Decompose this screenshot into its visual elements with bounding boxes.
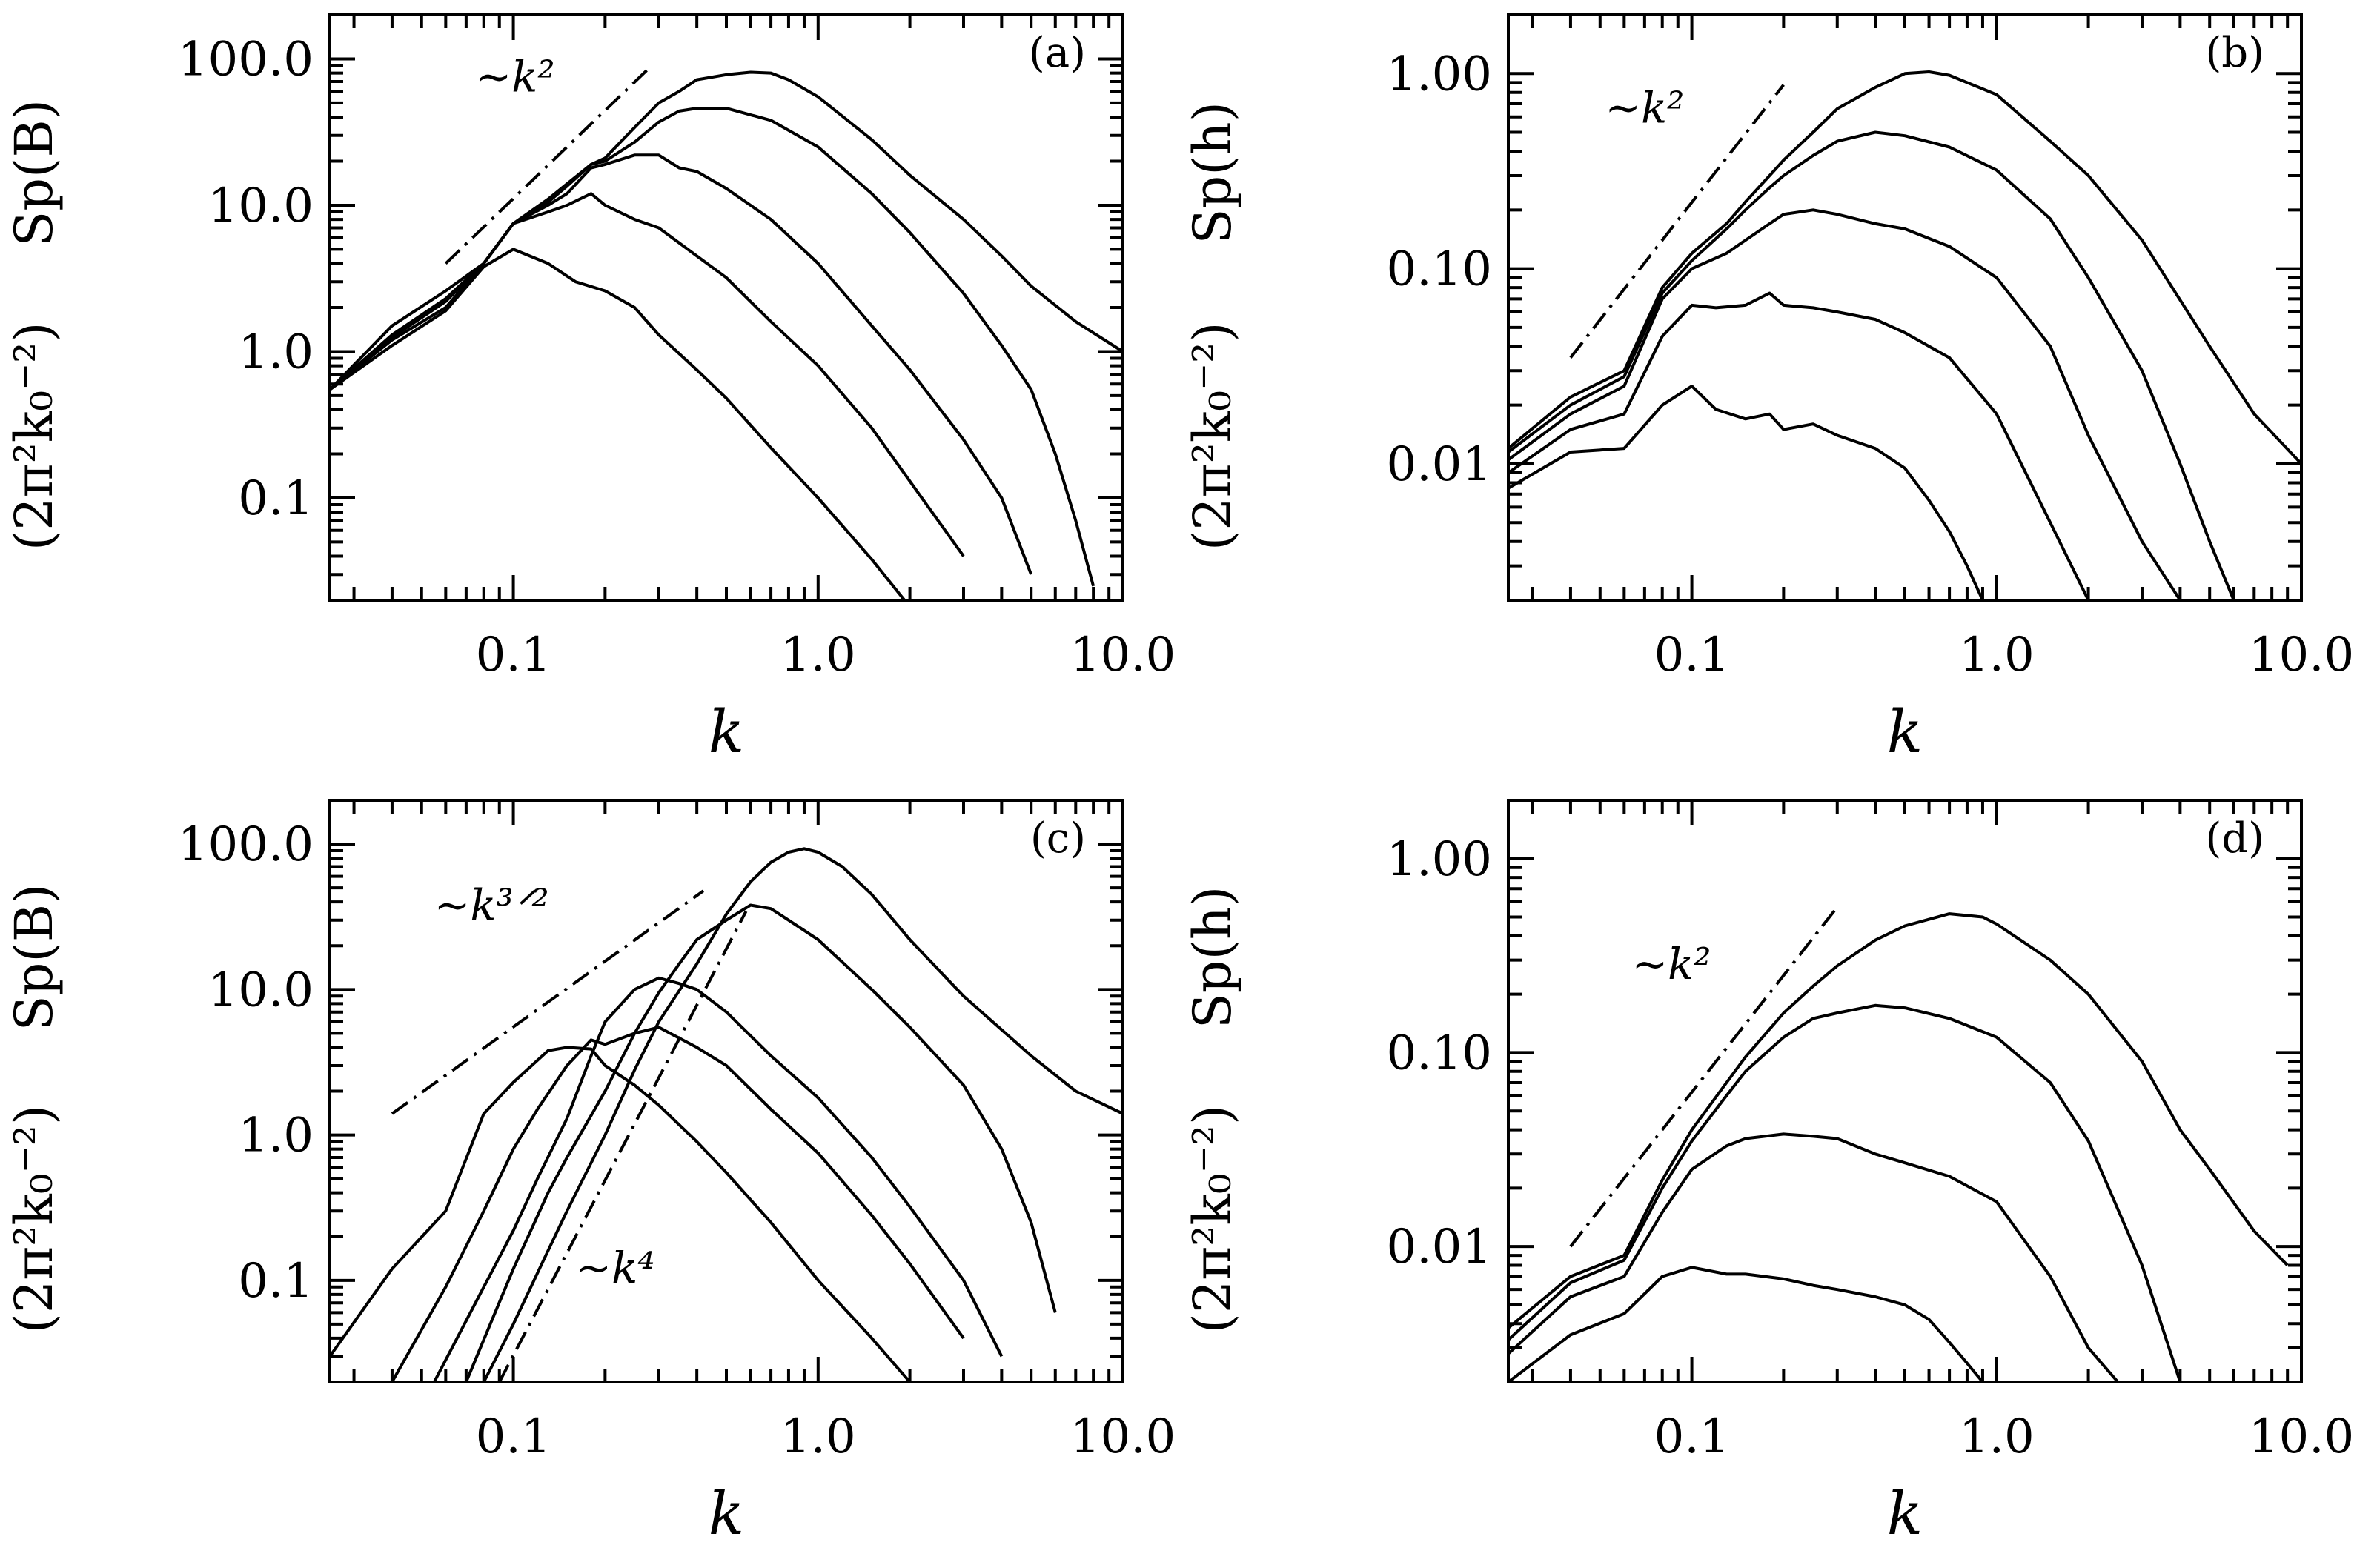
y-tick-label: 1.00 xyxy=(1387,47,1493,102)
x-tick-label: 0.1 xyxy=(476,628,551,682)
reference-line xyxy=(497,910,748,1383)
y-tick-label: 100.0 xyxy=(178,817,314,872)
series-group xyxy=(1508,912,2289,1382)
series-line-t2 xyxy=(1508,291,2090,600)
y-tick-label: 0.1 xyxy=(238,1254,314,1309)
x-tick-label: 10.0 xyxy=(1070,1409,1176,1464)
series-line-t3 xyxy=(1508,208,2182,600)
panel-tag: (b) xyxy=(2205,29,2264,77)
x-tick-label: 1.0 xyxy=(780,1409,856,1464)
y-axis-title-factor: (2π²k₀⁻²) xyxy=(4,1105,64,1334)
x-tick-label: 0.1 xyxy=(476,1409,551,1464)
series-line-t3 xyxy=(433,976,1004,1382)
series-line-t4 xyxy=(465,903,1057,1382)
panel-tag: (c) xyxy=(1030,814,1086,863)
y-tick-label: 1.0 xyxy=(238,1109,314,1163)
series-group xyxy=(330,70,1123,600)
x-tick-label: 10.0 xyxy=(1070,628,1176,682)
x-tick-label: 1.0 xyxy=(780,628,856,682)
series-line-t5 xyxy=(482,847,1123,1382)
panel-a: 0.1 1.0 10.0 0.1 1.0 10.0 100.0 k Sp(B) (2π²k₀⁻²)… xyxy=(4,13,1176,766)
series-group xyxy=(330,847,1123,1382)
reference-label: ~k³ᐟ² xyxy=(434,880,549,931)
x-tick-label: 1.0 xyxy=(1959,628,2035,682)
x-axis-title: k xyxy=(709,1479,744,1548)
panel-b: 0.1 1.0 10.0 0.01 0.10 1.00 k Sp(h) (2π²k₀⁻²) (b)… xyxy=(1182,13,2355,766)
y-tick-label: 10.0 xyxy=(208,963,314,1017)
y-axis-title-factor: (2π²k₀⁻²) xyxy=(1182,322,1243,551)
y-tick-label: 0.01 xyxy=(1387,437,1493,492)
y-axis-title-main: Sp(h) xyxy=(1182,886,1243,1029)
series-line-t2 xyxy=(391,1026,965,1382)
series-line-t1 xyxy=(1508,385,1984,600)
reference-label: ~k² xyxy=(476,52,555,102)
series-line-t2 xyxy=(1508,1132,2119,1382)
x-tick-label: 10.0 xyxy=(2249,628,2355,682)
panel-d: 0.1 1.0 10.0 0.01 0.10 1.00 k Sp(h) (2π²k₀⁻²) (d)… xyxy=(1182,799,2355,1548)
reference-label: ~k⁴ xyxy=(576,1243,655,1293)
x-axis-title: k xyxy=(1887,1479,1923,1548)
plot-frame xyxy=(1507,799,2303,1383)
x-tick-label: 1.0 xyxy=(1959,1409,2035,1464)
reference-label: ~k² xyxy=(1632,939,1711,989)
series-line-t1 xyxy=(330,1046,912,1382)
panel-tag: (a) xyxy=(1029,29,1086,77)
reference-line xyxy=(444,66,651,265)
series-line-t3 xyxy=(1508,1003,2182,1382)
y-axis-title-factor: (2π²k₀⁻²) xyxy=(4,322,64,551)
series-line-t1 xyxy=(330,248,906,600)
x-tick-label: 0.1 xyxy=(1654,1409,1730,1464)
x-tick-label: 0.1 xyxy=(1654,628,1730,682)
series-line-t1 xyxy=(1508,1266,1984,1382)
series-line-t4 xyxy=(1508,130,2235,600)
y-tick-label: 0.10 xyxy=(1387,242,1493,297)
y-tick-label: 1.00 xyxy=(1387,832,1493,887)
series-line-t5 xyxy=(1508,70,2301,465)
series-line-t3 xyxy=(330,153,1033,575)
y-tick-label: 0.10 xyxy=(1387,1026,1493,1080)
series-line-t5 xyxy=(330,70,1123,391)
x-axis-title: k xyxy=(1887,697,1923,766)
y-axis-title-main: Sp(B) xyxy=(4,99,64,247)
y-tick-label: 0.01 xyxy=(1387,1220,1493,1275)
reference-line xyxy=(1569,84,1785,359)
y-axis-title-main: Sp(B) xyxy=(4,884,64,1032)
series-line-t4 xyxy=(1508,912,2289,1329)
panel-tag: (d) xyxy=(2205,814,2264,863)
series-line-t2 xyxy=(330,192,965,557)
y-tick-label: 1.0 xyxy=(238,325,314,379)
panel-c: 0.1 1.0 10.0 0.1 1.0 10.0 100.0 k Sp(B) (2π²k₀⁻²)… xyxy=(4,799,1176,1548)
y-axis-title-main: Sp(h) xyxy=(1182,102,1243,244)
reference-label: ~k² xyxy=(1605,83,1684,133)
y-tick-label: 10.0 xyxy=(208,179,314,233)
x-axis-title: k xyxy=(709,697,744,766)
x-tick-label: 10.0 xyxy=(2249,1409,2355,1464)
reference-line xyxy=(391,889,705,1115)
y-tick-label: 100.0 xyxy=(178,32,314,87)
y-tick-label: 0.1 xyxy=(238,471,314,526)
series-group xyxy=(1508,70,2301,600)
y-axis-title-factor: (2π²k₀⁻²) xyxy=(1182,1105,1243,1334)
